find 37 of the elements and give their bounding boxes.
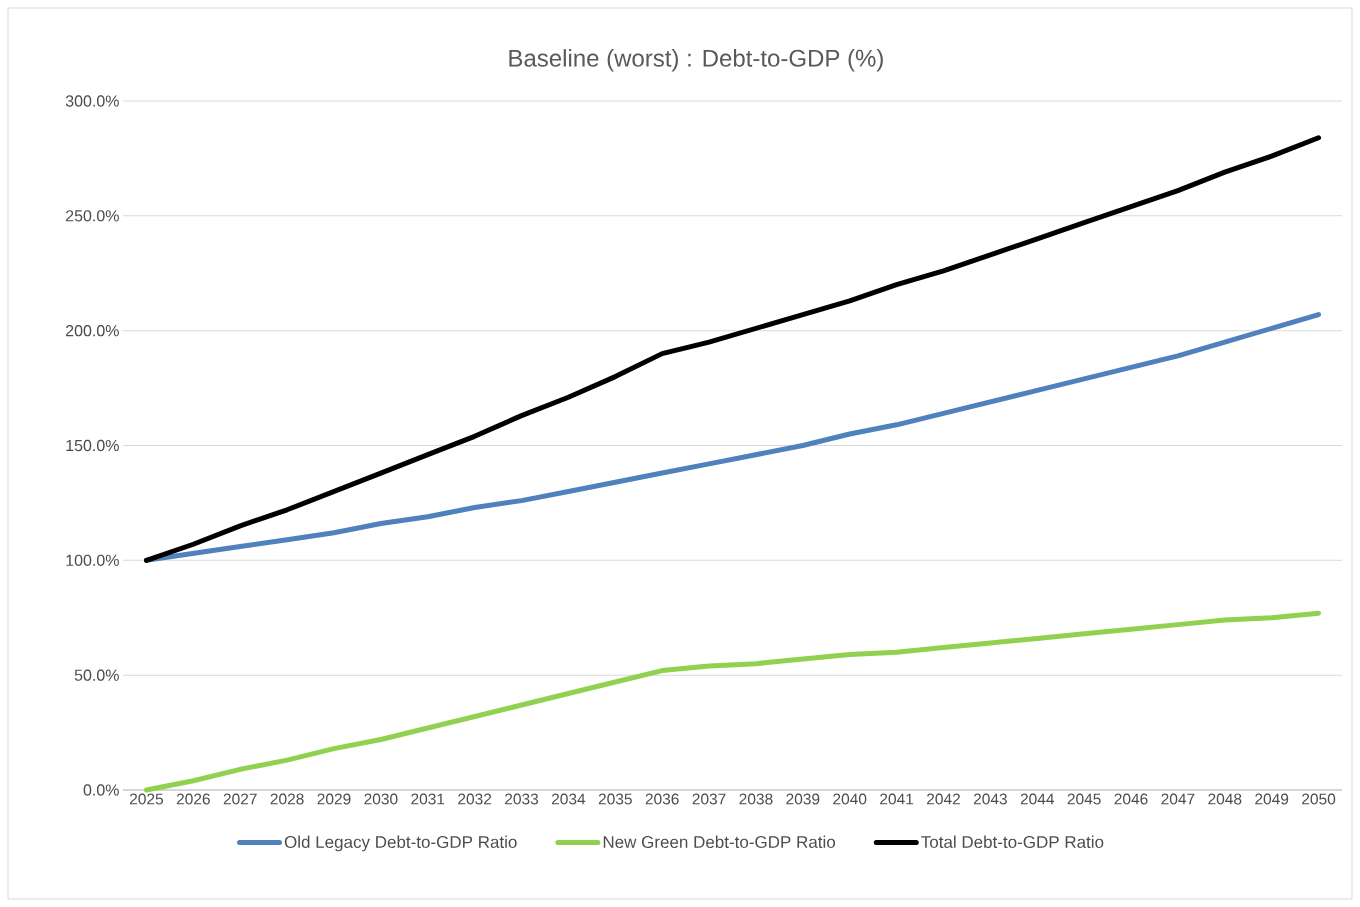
- x-tick-label: 2025: [129, 793, 164, 805]
- legend-label: Total Debt-to-GDP Ratio: [921, 835, 1104, 849]
- y-tick-label: 100.0%: [66, 554, 119, 566]
- x-tick-label: 2040: [833, 793, 867, 805]
- x-tick-label: 2026: [176, 793, 210, 805]
- x-tick-label: 2043: [973, 793, 1007, 805]
- x-tick-label: 2028: [270, 793, 304, 805]
- x-tick-label: 2030: [364, 793, 398, 805]
- legend-label: New Green Debt-to-GDP Ratio: [603, 835, 836, 849]
- x-tick-label: 2037: [692, 793, 726, 805]
- x-tick-label: 2029: [317, 793, 351, 805]
- x-tick-label: 2032: [458, 793, 492, 805]
- x-tick-label: 2041: [880, 793, 914, 805]
- x-tick-label: 2048: [1208, 793, 1242, 805]
- y-tick-label: 250.0%: [66, 210, 119, 222]
- x-tick-label: 2035: [598, 793, 632, 805]
- legend-label: Old Legacy Debt-to-GDP Ratio: [284, 835, 517, 852]
- y-tick-label: 50.0%: [74, 669, 119, 681]
- x-tick-label: 2034: [551, 793, 586, 805]
- x-tick-label: 2027: [223, 793, 257, 805]
- x-tick-label: 2042: [927, 793, 960, 805]
- x-tick-label: 2050: [1302, 793, 1336, 805]
- chart-title: Baseline (worst) : Debt-to-GDP (%): [509, 49, 883, 72]
- x-tick-label: 2045: [1067, 793, 1101, 805]
- x-tick-label: 2047: [1161, 793, 1195, 805]
- y-tick-label: 300.0%: [65, 95, 119, 107]
- x-tick-label: 2036: [645, 793, 679, 805]
- x-tick-label: 2038: [739, 793, 773, 805]
- x-tick-label: 2044: [1020, 793, 1055, 805]
- x-tick-label: 2033: [505, 793, 539, 805]
- y-tick-label: 200.0%: [66, 325, 119, 337]
- y-tick-label: 0.0%: [83, 784, 119, 796]
- x-tick-label: 2039: [786, 793, 820, 805]
- x-tick-label: 2049: [1255, 793, 1289, 805]
- y-tick-label: 150.0%: [66, 439, 119, 452]
- x-tick-label: 2031: [411, 793, 445, 805]
- x-tick-label: 2046: [1114, 793, 1148, 805]
